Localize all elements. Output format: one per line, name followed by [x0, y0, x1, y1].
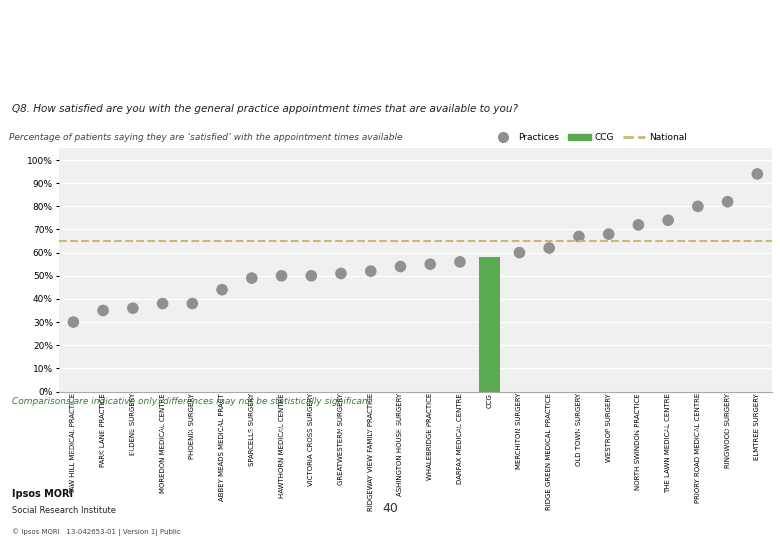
Text: psos: psos [719, 526, 736, 532]
Point [662, 216, 675, 225]
Point [573, 232, 585, 241]
Point [156, 299, 168, 308]
Point [513, 248, 526, 257]
Point [692, 202, 704, 211]
Point [335, 269, 347, 278]
Text: Percentage of patients saying they are ‘satisfied’ with the appointment times av: Percentage of patients saying they are ‘… [9, 133, 402, 142]
Legend: Practices, CCG, National: Practices, CCG, National [488, 130, 690, 146]
Point [454, 258, 466, 266]
Point [246, 274, 258, 282]
Text: 40: 40 [382, 502, 398, 516]
Point [722, 198, 734, 206]
Text: Q8. How satisfied are you with the general practice appointment times that are a: Q8. How satisfied are you with the gener… [12, 104, 518, 114]
Point [543, 244, 555, 252]
Text: I: I [723, 496, 732, 516]
Text: Ipsos MORI: Ipsos MORI [12, 489, 73, 499]
Point [394, 262, 406, 271]
Point [602, 230, 615, 239]
Point [305, 272, 317, 280]
Point [424, 260, 437, 268]
Text: how the CCG’s practices compare: how the CCG’s practices compare [20, 57, 359, 75]
Text: Satisfaction with appointment times:: Satisfaction with appointment times: [20, 26, 396, 44]
Point [126, 304, 139, 313]
Bar [479, 257, 500, 392]
Text: Practice bases range from 73 to 110: Practice bases range from 73 to 110 [12, 447, 151, 456]
Point [632, 220, 644, 229]
Point [751, 170, 764, 178]
Point [97, 306, 109, 315]
Point [275, 272, 288, 280]
Text: Base: All those completing a questionnaire excluding 'I'm not sure when I can ge: Base: All those completing a questionnai… [12, 425, 543, 434]
Point [186, 299, 199, 308]
Point [364, 267, 377, 275]
Text: %Satisfied = %Very satisfied + %Fairly satisfied: %Satisfied = %Very satisfied + %Fairly s… [562, 425, 746, 434]
Text: © Ipsos MORI   13-042653-01 | Version 1| Public: © Ipsos MORI 13-042653-01 | Version 1| P… [12, 529, 180, 537]
Point [67, 318, 80, 326]
Text: Social Research Institute: Social Research Institute [12, 506, 115, 515]
Point [216, 285, 229, 294]
Text: Comparisons are indicative only: differences may not be statistically significan: Comparisons are indicative only: differe… [12, 397, 371, 406]
